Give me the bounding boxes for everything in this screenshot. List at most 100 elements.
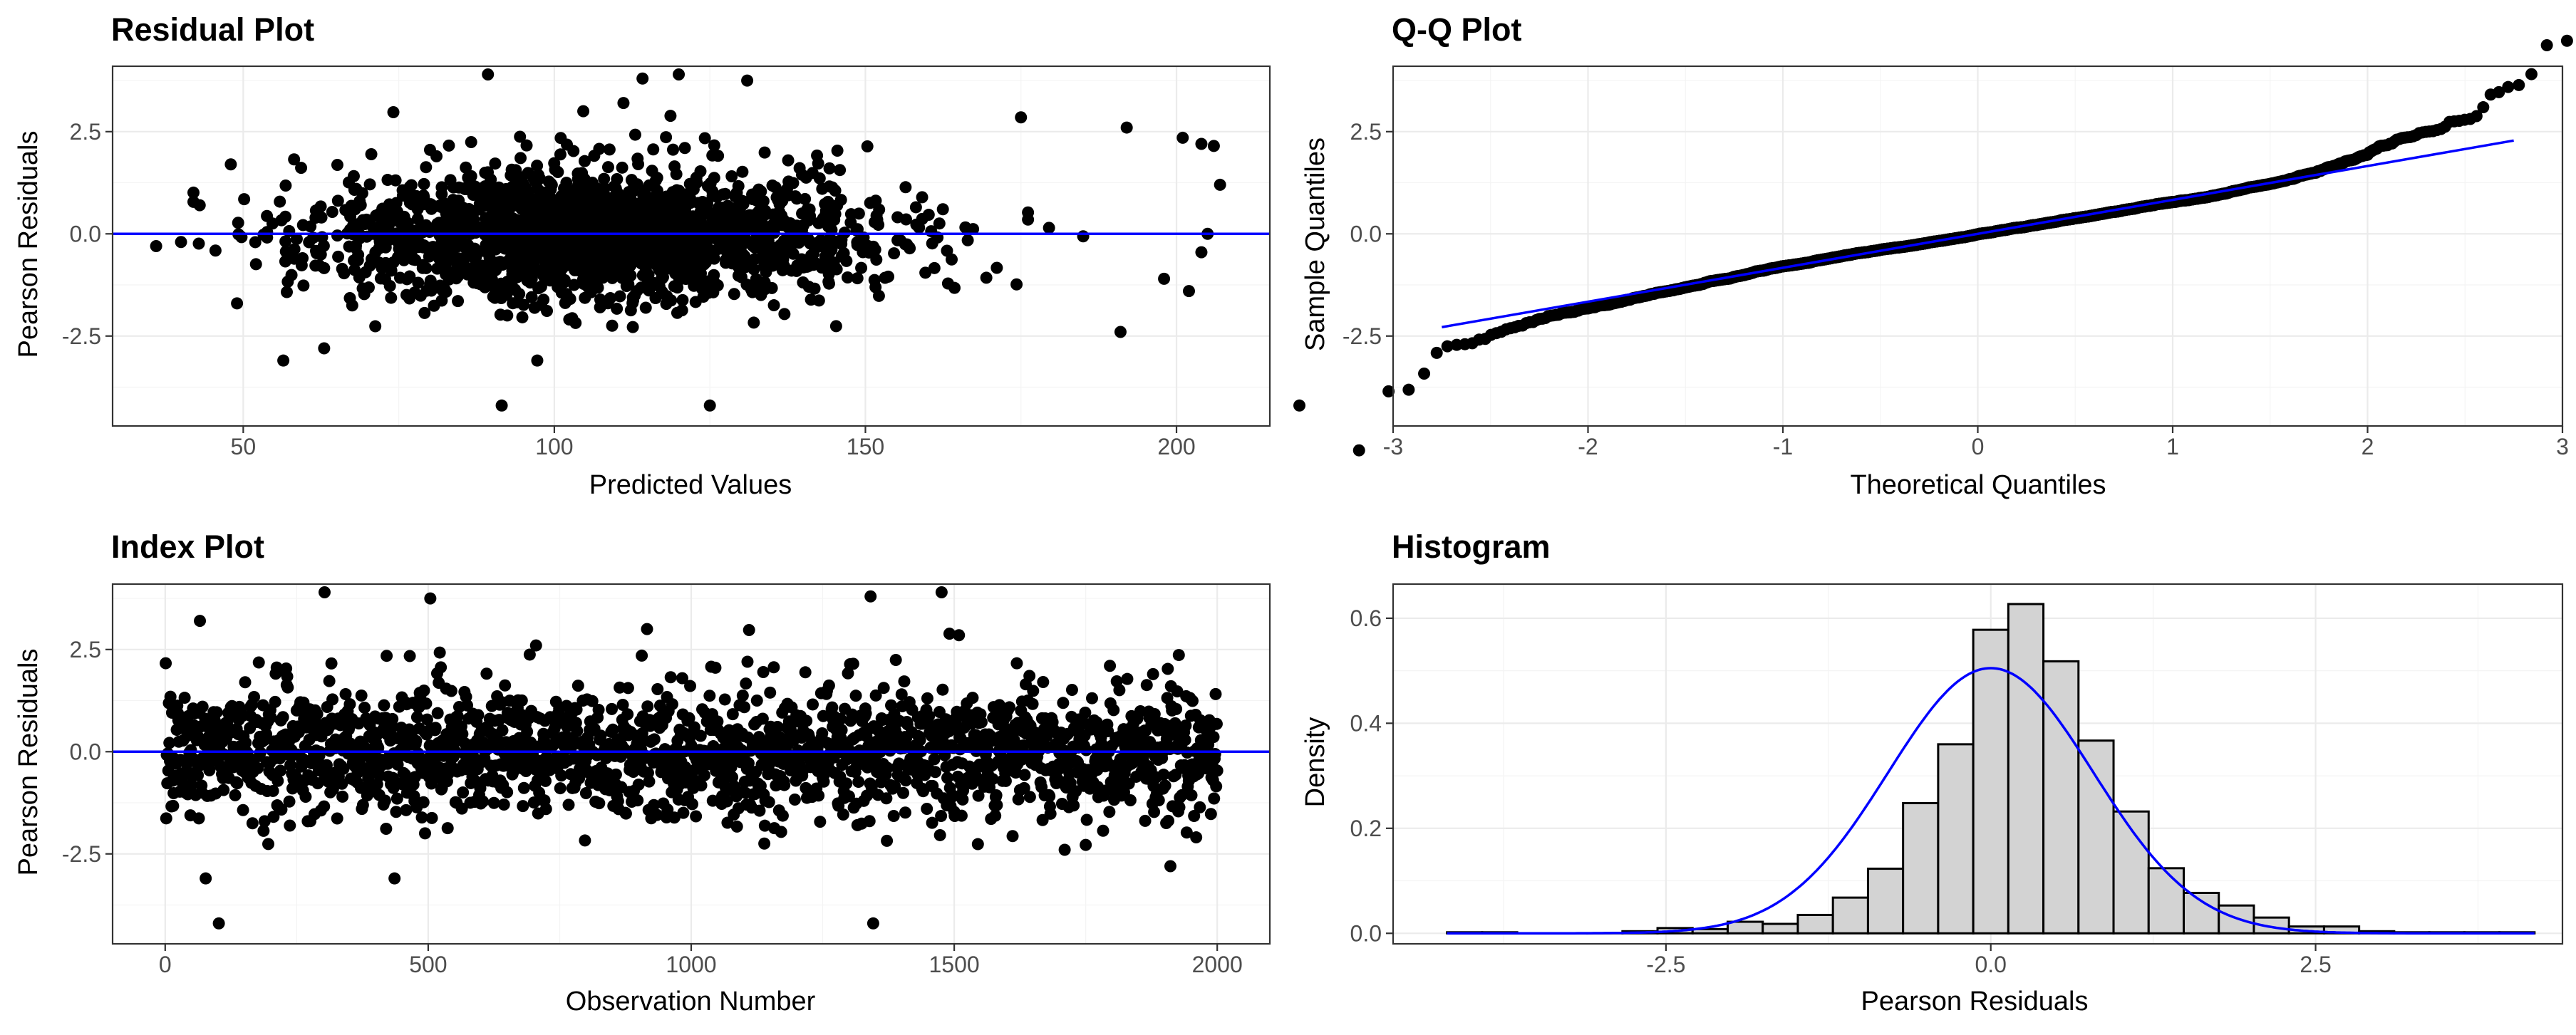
residual-point (577, 105, 590, 118)
residual-point (800, 171, 812, 184)
residual-point (535, 298, 548, 311)
qq-point (1402, 383, 1415, 396)
residual-point (641, 274, 654, 287)
index-point (501, 786, 514, 799)
index-point (311, 707, 324, 720)
residual-point (745, 283, 757, 296)
residual-point (479, 180, 492, 193)
index-point (178, 692, 191, 704)
residual-point (407, 253, 420, 266)
residual-point (855, 261, 868, 274)
residual-point (1176, 131, 1189, 144)
residual-point (544, 207, 557, 219)
residual-point (494, 308, 507, 321)
residual-point (411, 203, 424, 216)
residual-point (617, 97, 630, 110)
residual-point (741, 74, 754, 87)
residual-point (192, 237, 205, 250)
residual-point (723, 213, 736, 226)
index-point (194, 615, 207, 628)
index-y-tick-label: 0.0 (70, 739, 101, 764)
index-point (378, 699, 390, 712)
index-x-tick-label: 0 (159, 952, 172, 977)
residual-point (690, 264, 703, 277)
index-point (323, 675, 336, 687)
index-point (400, 803, 413, 816)
residual-point (812, 157, 824, 170)
residual-point (730, 254, 743, 267)
residual-point (868, 274, 881, 286)
residual-point (629, 128, 641, 141)
residual-point (888, 247, 901, 260)
residual-point (348, 254, 361, 267)
residual-point (516, 311, 529, 323)
residual-point (626, 321, 639, 333)
index-plot-x-axis-title: Observation Number (566, 987, 816, 1016)
residual-point (383, 279, 396, 292)
residual-point (457, 202, 470, 214)
index-point (517, 800, 529, 813)
qq-point (1418, 367, 1431, 380)
residual-point (460, 226, 472, 239)
residual-point (428, 299, 440, 312)
qq-plot-title: Q-Q Plot (1392, 11, 1521, 48)
residual-point (398, 226, 411, 239)
residual-point (624, 241, 637, 254)
residual-point (462, 214, 475, 227)
residual-point (676, 293, 689, 306)
residual-point (748, 316, 760, 329)
residual-point (435, 181, 448, 194)
qq-y-tick-label: 0.0 (1350, 221, 1382, 246)
residual-point (482, 166, 495, 179)
residual-plot-x-axis-title: Predicted Values (589, 470, 792, 500)
residual-point (632, 157, 645, 170)
residual-point (654, 203, 667, 216)
residual-point (522, 167, 534, 180)
residual-point (813, 172, 826, 184)
residual-point (296, 251, 309, 264)
residual-point (785, 245, 798, 258)
index-plot-title: Index Plot (111, 529, 264, 565)
residual-point (621, 274, 633, 286)
residual-point (175, 236, 187, 249)
index-point (231, 777, 244, 790)
residual-point (393, 271, 406, 284)
residual-point (639, 301, 652, 314)
residual-point (369, 320, 382, 333)
residual-point (290, 232, 303, 245)
qq-x-tick-label: -3 (1383, 434, 1403, 459)
residual-point (280, 286, 293, 298)
residual-point (408, 286, 421, 299)
residual-point (588, 276, 601, 288)
index-point (200, 872, 212, 885)
residual-point (980, 271, 993, 284)
residual-point (554, 132, 567, 145)
residual-point (842, 271, 854, 284)
residual-point (356, 282, 369, 295)
residual-point (823, 180, 836, 193)
residual-point (673, 68, 686, 80)
residual-point (465, 170, 477, 182)
residual-point (363, 178, 376, 191)
residual-point (485, 244, 498, 256)
residual-point (353, 271, 366, 284)
residual-point (424, 278, 437, 291)
residual-point (1077, 230, 1090, 243)
index-point (196, 700, 209, 713)
residual-point (812, 217, 825, 229)
residual-y-tick-label: 0.0 (70, 221, 101, 246)
residual-marks (113, 68, 1270, 412)
residual-point (494, 222, 507, 234)
residual-point (479, 281, 492, 293)
residual-point (743, 212, 756, 224)
index-point (229, 789, 242, 801)
residual-point (823, 264, 836, 276)
residual-point (473, 203, 486, 216)
residual-point (900, 213, 913, 226)
index-point (435, 661, 448, 674)
residual-point (604, 292, 617, 305)
qq-point (1382, 385, 1395, 397)
residual-point (872, 289, 885, 302)
residual-point (861, 140, 874, 153)
